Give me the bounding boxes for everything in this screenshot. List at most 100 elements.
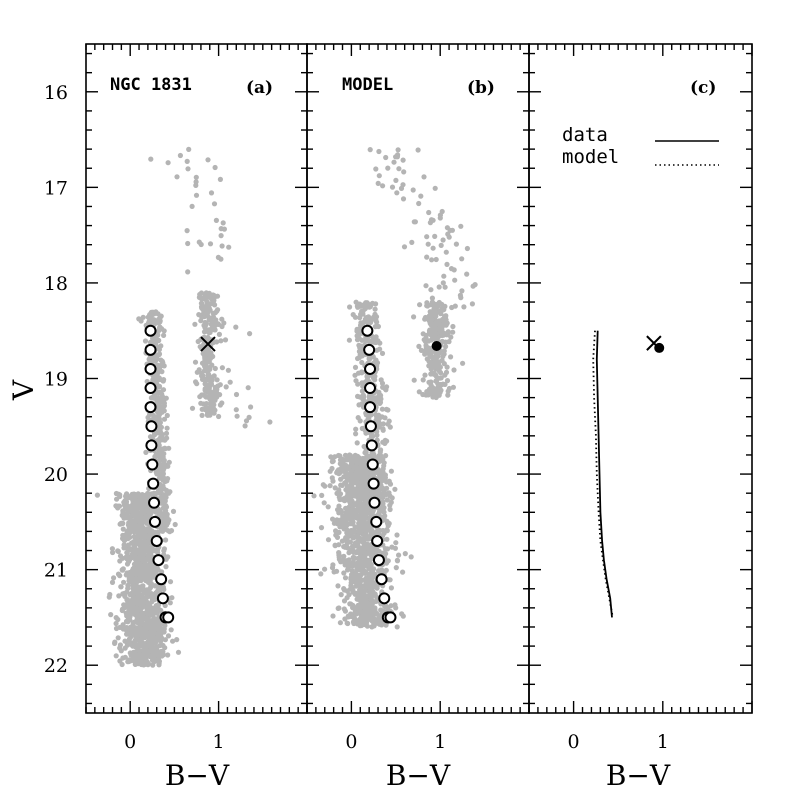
x-tick-label: 1 [213,731,225,753]
scatter-point [422,372,428,378]
scatter-point [122,638,128,644]
scatter-point [130,620,136,626]
scatter-point [113,620,119,627]
scatter-point [416,389,422,395]
scatter-point [337,491,344,497]
scatter-point [227,379,233,385]
scatter-point [383,453,389,459]
scatter-point [443,249,449,255]
scatter-point [157,508,163,514]
scatter-point [154,607,160,613]
scatter-point [145,590,152,596]
scatter-point [423,283,429,289]
scatter-point [357,520,363,527]
scatter-point [366,547,372,553]
scatter-point [321,500,327,506]
scatter-point [193,192,200,198]
scatter-point [154,409,160,415]
scatter-point [163,564,169,570]
scatter-point [131,650,137,656]
scatter-point [355,415,361,421]
scatter-point [119,661,125,668]
scatter-point [469,301,475,307]
scatter-point [141,556,147,562]
scatter-point [428,332,434,338]
scatter-point [341,559,347,565]
panel-c: (c) data model B−V 0 1 [528,43,753,792]
scatter-point [202,380,208,387]
scatter-point [215,254,221,260]
y-axis-label: V [7,379,40,401]
y-tick-label: 22 [44,655,68,677]
scatter-point [436,368,442,374]
panel-c-frame [528,43,753,714]
scatter-point [208,321,214,327]
scatter-point [429,299,435,305]
scatter-point [152,626,159,632]
scatter-point [420,377,426,383]
scatter-point [377,399,384,405]
scatter-point [400,157,406,163]
panel-b-markers [361,324,442,624]
scatter-point [199,296,205,302]
scatter-point [368,561,374,568]
scatter-point [336,510,342,516]
scatter-point [348,580,354,586]
scatter-point [246,414,252,420]
ridge-circle [384,611,397,624]
scatter-point [444,261,450,267]
legend: data model [562,124,719,168]
scatter-point [436,284,442,290]
scatter-point [203,310,209,316]
scatter-point [205,374,211,380]
panel-c-markers [646,335,665,353]
scatter-point [197,291,203,298]
ridge-circle [150,534,163,547]
ridge-circle [370,515,383,528]
scatter-point [366,602,372,608]
scatter-point [356,459,362,466]
ridge-circle [364,401,377,414]
scatter-point [372,377,378,383]
scatter-point [392,486,398,492]
scatter-point [350,503,356,509]
scatter-point [133,516,139,522]
scatter-point [217,392,223,398]
scatter-point [382,492,389,498]
scatter-point [386,478,392,484]
scatter-point [165,652,171,658]
scatter-point [374,319,380,325]
scatter-point [335,583,341,589]
scatter-point [120,567,126,573]
scatter-point [123,572,129,578]
scatter-point [163,430,170,436]
scatter-point [193,179,199,185]
scatter-point [112,639,118,645]
scatter-point [156,375,162,381]
scatter-point [387,502,393,508]
scatter-point [189,405,196,411]
scatter-point [352,524,358,530]
scatter-point [322,483,328,489]
scatter-point [141,628,148,634]
scatter-point [388,468,394,474]
scatter-point [353,378,359,384]
scatter-point [156,658,162,664]
panel-c-ticks [528,44,753,713]
scatter-point [128,627,134,633]
scatter-point [138,571,144,578]
scatter-point [431,362,437,368]
scatter-point [122,645,128,651]
scatter-point [402,551,408,557]
scatter-point [460,360,466,366]
scatter-point [393,177,399,183]
scatter-point [358,615,364,621]
scatter-point [152,616,158,622]
scatter-point [115,548,121,555]
scatter-point [209,353,215,359]
scatter-point [400,569,406,575]
scatter-point [147,567,153,573]
panel-b-cloud [311,147,478,630]
scatter-point [379,456,385,462]
scatter-point [330,562,336,568]
